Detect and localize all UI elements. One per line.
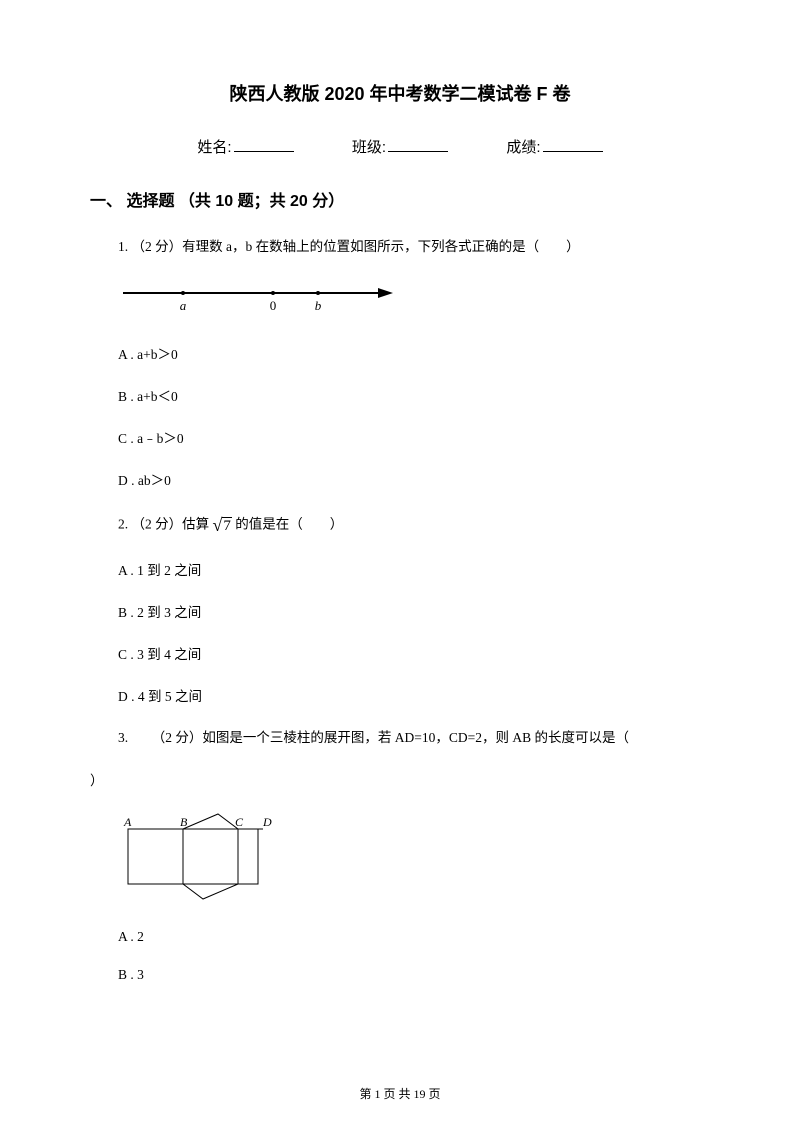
q3-figure: A B C D <box>118 809 710 909</box>
q3-opt-a: A . 2 <box>118 929 710 945</box>
prism-net-svg: A B C D <box>118 809 293 904</box>
score-blank <box>543 151 603 152</box>
q2-stem: 2. （2 分）估算 √7 的值是在（ ） <box>118 511 710 540</box>
page-title: 陕西人教版 2020 年中考数学二模试卷 F 卷 <box>90 80 710 106</box>
label-a: a <box>180 298 187 313</box>
q3-stem-text: 3. （2 分）如图是一个三棱柱的展开图，若 AD=10，CD=2，则 AB 的… <box>118 730 629 745</box>
q1-opt-d: D . ab＞0 <box>118 469 710 489</box>
label-b: b <box>315 298 322 313</box>
q2-opt-c: C . 3 到 4 之间 <box>118 643 710 663</box>
q1-opt-a: A . a+b＞0 <box>118 343 710 363</box>
q1-opt-c: C . a﹣b＞0 <box>118 427 710 447</box>
label-B: B <box>180 815 188 829</box>
class-blank <box>388 151 448 152</box>
q1-opt-b: B . a+b＜0 <box>118 385 710 405</box>
page-footer: 第 1 页 共 19 页 <box>0 1085 800 1102</box>
q2-opt-a: A . 1 到 2 之间 <box>118 559 710 579</box>
name-label: 姓名: <box>197 139 231 156</box>
q3-opt-b: B . 3 <box>118 967 710 983</box>
q1-stem: 1. （2 分）有理数 a，b 在数轴上的位置如图所示，下列各式正确的是（ ） <box>118 236 710 258</box>
label-C: C <box>235 815 244 829</box>
q2-opt-d: D . 4 到 5 之间 <box>118 685 710 705</box>
score-label: 成绩: <box>506 139 540 156</box>
label-A: A <box>123 815 132 829</box>
class-label: 班级: <box>352 139 386 156</box>
q3-stem: 3. （2 分）如图是一个三棱柱的展开图，若 AD=10，CD=2，则 AB 的… <box>90 727 710 749</box>
q1-figure: a 0 b <box>118 278 710 323</box>
name-blank <box>234 151 294 152</box>
info-line: 姓名: 班级: 成绩: <box>90 136 710 157</box>
label-zero: 0 <box>270 298 277 313</box>
sqrt-icon: √7 <box>213 511 232 540</box>
numberline-svg: a 0 b <box>118 278 398 318</box>
q2-stem-pre: 2. （2 分）估算 <box>118 516 213 531</box>
sqrt-value: 7 <box>222 517 232 534</box>
q2-stem-post: 的值是在（ ） <box>235 516 343 531</box>
label-D: D <box>262 815 272 829</box>
q3-close-paren: ） <box>90 769 710 789</box>
q2-opt-b: B . 2 到 3 之间 <box>118 601 710 621</box>
section-heading: 一、 选择题 （共 10 题；共 20 分） <box>90 187 710 211</box>
